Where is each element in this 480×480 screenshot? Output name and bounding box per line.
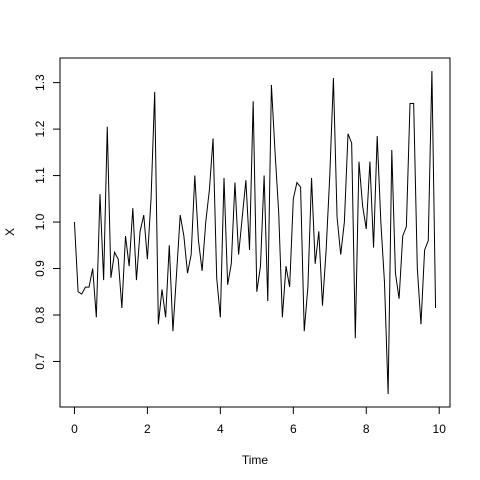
x-tick-label: 8 xyxy=(363,422,370,436)
x-tick-label: 4 xyxy=(217,422,224,436)
y-tick-label: 0.9 xyxy=(33,260,47,277)
y-tick-label: 0.7 xyxy=(33,353,47,370)
x-axis-label: Time xyxy=(242,453,269,467)
y-tick-label: 1.3 xyxy=(33,74,47,91)
x-tick-label: 10 xyxy=(433,422,447,436)
y-axis-label: X xyxy=(3,228,17,236)
y-tick-label: 0.8 xyxy=(33,306,47,323)
plot-box xyxy=(59,57,451,408)
y-tick-label: 1.0 xyxy=(33,213,47,230)
y-tick-label: 1.2 xyxy=(33,120,47,137)
series-line xyxy=(73,70,437,395)
x-tick-label: 6 xyxy=(290,422,297,436)
y-tick-label: 1.1 xyxy=(33,167,47,184)
x-tick-label: 0 xyxy=(71,422,78,436)
x-tick-label: 2 xyxy=(144,422,151,436)
